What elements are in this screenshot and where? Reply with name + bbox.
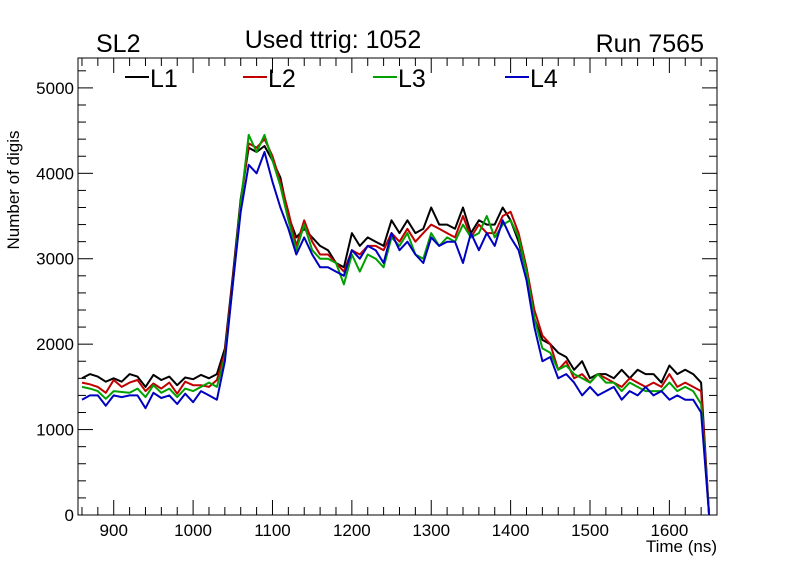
y-tick-label: 4000 bbox=[36, 164, 74, 183]
x-tick-label: 1600 bbox=[650, 521, 688, 540]
series-line-l2 bbox=[81, 138, 711, 516]
x-axis-title: Time (ns) bbox=[646, 537, 717, 556]
y-tick-label: 2000 bbox=[36, 335, 74, 354]
run-label: Run 7565 bbox=[596, 30, 704, 58]
x-tick-label: 1400 bbox=[492, 521, 530, 540]
x-tick-label: 1200 bbox=[333, 521, 371, 540]
x-tick-label: 1500 bbox=[571, 521, 609, 540]
legend-label-l2: L2 bbox=[268, 65, 296, 93]
x-tick-label: 1100 bbox=[254, 521, 291, 540]
series-line-l4 bbox=[81, 151, 711, 516]
ttrig-label: Used ttrig: 1052 bbox=[245, 26, 422, 54]
y-tick-label: 3000 bbox=[36, 250, 74, 269]
x-tick-label: 900 bbox=[100, 521, 128, 540]
legend-label-l3: L3 bbox=[398, 65, 426, 93]
y-tick-label: 5000 bbox=[36, 79, 74, 98]
y-tick-label: 0 bbox=[65, 506, 74, 525]
x-tick-label: 1000 bbox=[174, 521, 212, 540]
series-line-l1 bbox=[81, 145, 711, 516]
series-line-l3 bbox=[81, 133, 711, 516]
x-tick-label: 1300 bbox=[412, 521, 450, 540]
superlayer-label: SL2 bbox=[96, 30, 140, 58]
y-tick-label: 1000 bbox=[36, 421, 74, 440]
plot-frame bbox=[77, 57, 718, 516]
y-axis-title: Number of digis bbox=[4, 130, 23, 249]
legend-label-l1: L1 bbox=[150, 65, 178, 93]
legend-label-l4: L4 bbox=[530, 65, 558, 93]
